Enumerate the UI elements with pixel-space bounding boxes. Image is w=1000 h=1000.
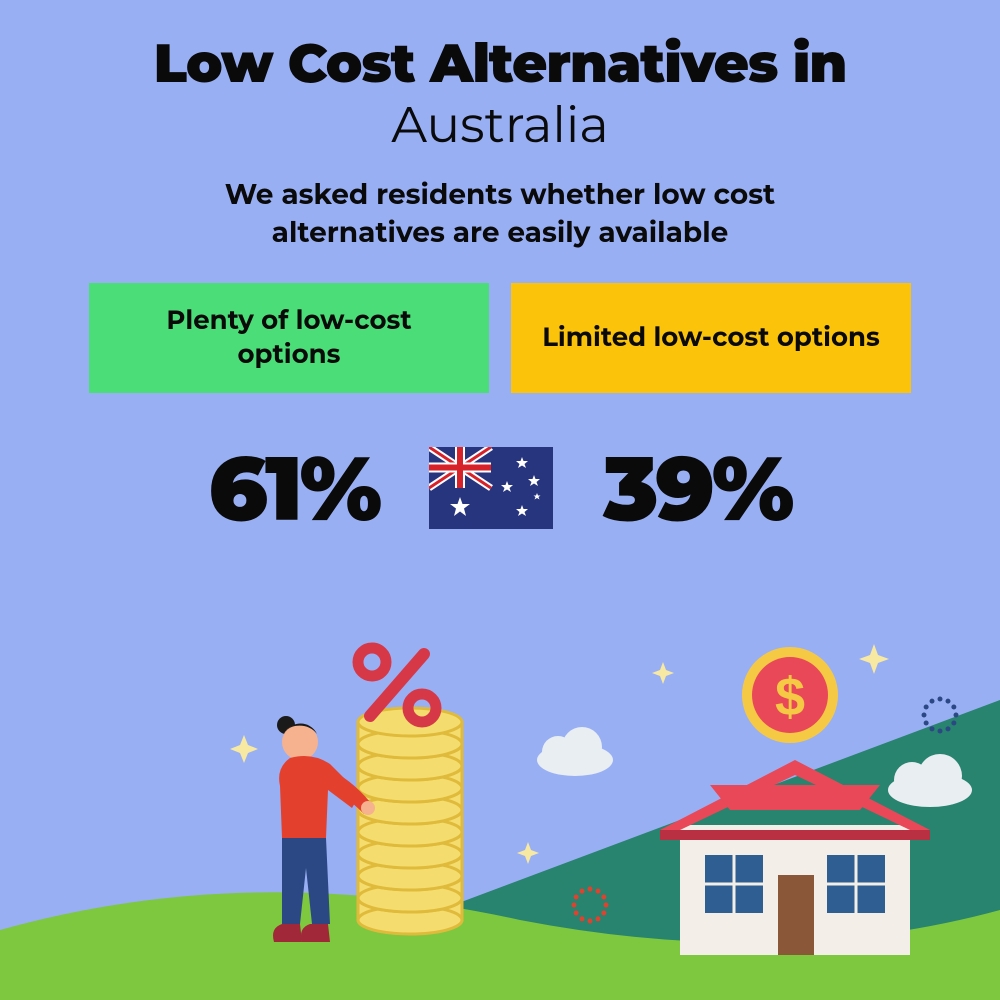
- dollar-coin-icon: $: [742, 647, 838, 743]
- svg-text:$: $: [775, 667, 805, 727]
- option-box-plenty: Plenty of low-cost options: [89, 283, 489, 393]
- option-box-limited: Limited low-cost options: [511, 283, 911, 393]
- subtitle-l1: We asked residents whether low cost: [225, 178, 776, 212]
- option-boxes: Plenty of low-cost options Limited low-c…: [0, 283, 1000, 393]
- subtitle: We asked residents whether low cost alte…: [0, 177, 1000, 253]
- subtitle-l2: alternatives are easily available: [272, 216, 729, 250]
- title-line-2: Australia: [0, 94, 1000, 155]
- cloud-icon: [537, 727, 613, 776]
- stats-row: 61%: [0, 433, 1000, 543]
- stat-right: 39%: [603, 433, 791, 543]
- illustration: $: [0, 630, 1000, 1000]
- coin-stack-icon: [358, 708, 462, 934]
- stat-left: 61%: [209, 433, 380, 543]
- australia-flag-icon: [429, 447, 553, 529]
- option-right-label: Limited low-cost options: [542, 321, 880, 355]
- title-line-1: Low Cost Alternatives in: [0, 30, 1000, 96]
- option-left-label: Plenty of low-cost options: [119, 304, 459, 372]
- header: Low Cost Alternatives in Australia We as…: [0, 0, 1000, 253]
